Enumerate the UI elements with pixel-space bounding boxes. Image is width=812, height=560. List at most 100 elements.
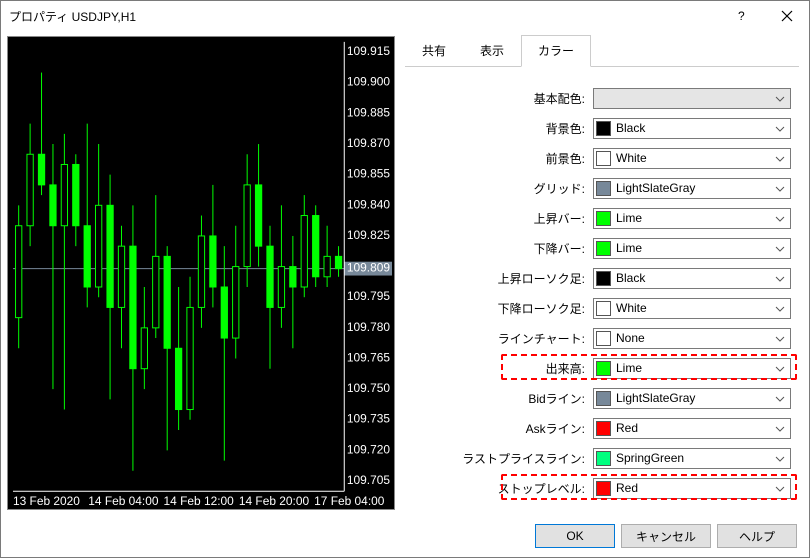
setting-row-cnddn: 下降ローソク足: White	[413, 297, 791, 319]
color-dropdown-bid[interactable]: LightSlateGray	[593, 388, 791, 409]
close-icon[interactable]	[764, 1, 809, 31]
setting-label: Askライン:	[413, 420, 593, 437]
setting-row-barup: 上昇バー: Lime	[413, 207, 791, 229]
setting-label: 背景色:	[413, 120, 593, 137]
color-swatch	[596, 241, 611, 256]
dialog-footer: OK キャンセル ヘルプ	[1, 515, 809, 557]
setting-label: グリッド:	[413, 180, 593, 197]
setting-label: Bidライン:	[413, 390, 593, 407]
setting-row-bid: Bidライン: LightSlateGray	[413, 387, 791, 409]
chevron-down-icon	[772, 391, 788, 405]
color-swatch	[596, 181, 611, 196]
chevron-down-icon	[772, 421, 788, 435]
color-swatch	[596, 271, 611, 286]
color-name: SpringGreen	[616, 451, 772, 465]
setting-label: ラストプライスライン:	[413, 450, 593, 467]
window-title: プロパティ USDJPY,H1	[9, 8, 719, 25]
titlebar: プロパティ USDJPY,H1 ?	[1, 1, 809, 31]
svg-text:109.885: 109.885	[347, 105, 390, 119]
color-swatch	[596, 151, 611, 166]
svg-text:109.809: 109.809	[347, 261, 390, 275]
chevron-down-icon	[772, 271, 788, 285]
svg-text:109.720: 109.720	[347, 442, 390, 456]
setting-row-bg: 背景色: Black	[413, 117, 791, 139]
tab-color[interactable]: カラー	[521, 35, 591, 67]
svg-text:109.915: 109.915	[347, 44, 390, 58]
setting-label: 基本配色:	[413, 90, 593, 107]
color-dropdown-line[interactable]: None	[593, 328, 791, 349]
help-icon[interactable]: ?	[719, 1, 764, 31]
setting-row-fg: 前景色:White	[413, 147, 791, 169]
setting-row-bardn: 下降バー: Lime	[413, 237, 791, 259]
ok-button[interactable]: OK	[535, 524, 615, 548]
svg-text:109.735: 109.735	[347, 412, 390, 426]
color-name: Lime	[616, 211, 772, 225]
color-name: LightSlateGray	[616, 391, 772, 405]
color-name: White	[616, 301, 772, 315]
color-name: White	[616, 151, 772, 165]
color-name: Red	[616, 421, 772, 435]
svg-text:13 Feb 2020: 13 Feb 2020	[13, 494, 80, 508]
chevron-down-icon	[772, 241, 788, 255]
color-name: Black	[616, 121, 772, 135]
color-swatch	[596, 211, 611, 226]
chart-preview-panel: 109.915109.900109.885109.870109.855109.8…	[1, 31, 401, 515]
highlight-annotation	[501, 474, 797, 500]
setting-label: 下降バー:	[413, 240, 593, 257]
chevron-down-icon	[772, 181, 788, 195]
chevron-down-icon	[772, 121, 788, 135]
setting-label: 下降ローソク足:	[413, 300, 593, 317]
color-swatch	[596, 391, 611, 406]
color-name: Black	[616, 271, 772, 285]
color-dropdown-cndup[interactable]: Black	[593, 268, 791, 289]
setting-row-base: 基本配色:	[413, 87, 791, 109]
color-swatch	[596, 451, 611, 466]
properties-dialog: プロパティ USDJPY,H1 ? 109.915109.900109.8851…	[0, 0, 810, 558]
color-dropdown-barup[interactable]: Lime	[593, 208, 791, 229]
color-dropdown-cnddn[interactable]: White	[593, 298, 791, 319]
color-dropdown-last[interactable]: SpringGreen	[593, 448, 791, 469]
color-dropdown-grid[interactable]: LightSlateGray	[593, 178, 791, 199]
color-name: LightSlateGray	[616, 181, 772, 195]
setting-label: 上昇バー:	[413, 210, 593, 227]
chevron-down-icon	[772, 91, 788, 105]
svg-text:109.840: 109.840	[347, 197, 390, 211]
svg-text:109.750: 109.750	[347, 381, 390, 395]
svg-text:109.765: 109.765	[347, 350, 390, 364]
svg-text:109.870: 109.870	[347, 136, 390, 150]
color-swatch	[596, 331, 611, 346]
color-dropdown-ask[interactable]: Red	[593, 418, 791, 439]
tab-display[interactable]: 表示	[463, 35, 521, 66]
setting-label: 上昇ローソク足:	[413, 270, 593, 287]
svg-text:?: ?	[738, 10, 745, 22]
setting-row-last: ラストプライスライン: SpringGreen	[413, 447, 791, 469]
svg-text:109.795: 109.795	[347, 289, 390, 303]
setting-label: ラインチャート:	[413, 330, 593, 347]
setting-row-grid: グリッド: LightSlateGray	[413, 177, 791, 199]
help-button[interactable]: ヘルプ	[717, 524, 797, 548]
svg-text:109.855: 109.855	[347, 167, 390, 181]
color-dropdown-fg[interactable]: White	[593, 148, 791, 169]
cancel-button[interactable]: キャンセル	[621, 524, 711, 548]
color-swatch	[596, 301, 611, 316]
tab-share[interactable]: 共有	[405, 35, 463, 66]
tab-bar: 共有 表示 カラー	[405, 35, 799, 67]
svg-text:109.780: 109.780	[347, 320, 390, 334]
chevron-down-icon	[772, 151, 788, 165]
svg-text:109.705: 109.705	[347, 473, 390, 487]
candlestick-chart: 109.915109.900109.885109.870109.855109.8…	[7, 36, 395, 510]
color-dropdown-bardn[interactable]: Lime	[593, 238, 791, 259]
svg-text:109.825: 109.825	[347, 228, 390, 242]
setting-row-line: ラインチャート:None	[413, 327, 791, 349]
color-swatch	[596, 121, 611, 136]
svg-text:14 Feb 20:00: 14 Feb 20:00	[239, 494, 310, 508]
color-dropdown-base[interactable]	[593, 88, 791, 109]
color-name: Lime	[616, 241, 772, 255]
chevron-down-icon	[772, 451, 788, 465]
color-dropdown-bg[interactable]: Black	[593, 118, 791, 139]
chevron-down-icon	[772, 211, 788, 225]
svg-text:14 Feb 04:00: 14 Feb 04:00	[88, 494, 159, 508]
highlight-annotation	[501, 354, 797, 380]
color-swatch	[596, 421, 611, 436]
setting-row-ask: Askライン: Red	[413, 417, 791, 439]
